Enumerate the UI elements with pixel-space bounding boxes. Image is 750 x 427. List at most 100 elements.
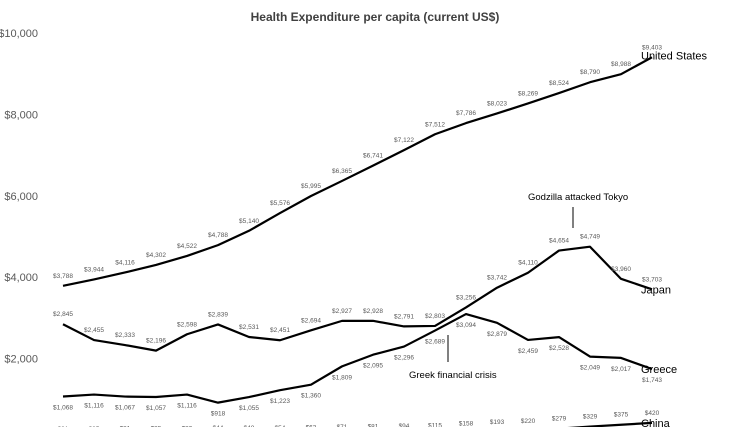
data-label: $2,845: [53, 311, 73, 318]
data-label: $2,598: [177, 321, 197, 328]
data-label: $4,302: [146, 252, 166, 259]
y-tick-label: $10,000: [0, 28, 38, 40]
data-label: $54: [275, 425, 286, 427]
data-label: $2,459: [518, 348, 538, 355]
series-united-states: $3,788 $3,944 $4,116 $4,302 $4,522 $4,788 $5,1…: [53, 44, 708, 287]
data-label: $2,928: [363, 308, 383, 315]
data-label: $1,809: [332, 374, 352, 381]
data-label: $2,333: [115, 332, 135, 339]
data-label: $1,360: [301, 393, 321, 400]
data-label: $279: [552, 416, 567, 423]
series-line-greece: [62, 312, 653, 404]
data-label: $4,654: [549, 238, 569, 245]
data-label: $39: [182, 425, 193, 427]
data-label: $35: [151, 426, 162, 427]
data-label: $94: [399, 423, 410, 427]
y-tick-label: $4,000: [4, 272, 38, 284]
data-label: $2,694: [301, 317, 321, 324]
data-label: $3,742: [487, 275, 507, 282]
data-label: $7,512: [425, 121, 445, 128]
data-label: $44: [213, 425, 224, 427]
series-label-united-states: United States: [641, 50, 708, 62]
data-label: $2,689: [425, 339, 445, 346]
data-label: $329: [583, 414, 598, 421]
data-label: $8,790: [580, 69, 600, 76]
data-label: $2,791: [394, 313, 414, 320]
y-tick-label: $8,000: [4, 109, 38, 121]
data-label: $2,803: [425, 313, 445, 320]
annotation-greek-crisis: Greek financial crisis: [409, 370, 497, 381]
data-label: $81: [368, 424, 379, 427]
data-label: $115: [428, 422, 442, 427]
data-label: $193: [490, 419, 505, 426]
data-label: $220: [521, 418, 536, 425]
data-label: $8,269: [518, 90, 538, 97]
data-label: $5,576: [270, 200, 290, 207]
data-label: $2,455: [84, 327, 104, 334]
data-label: $2,017: [611, 366, 631, 373]
annotation-godzilla: Godzilla attacked Tokyo: [528, 192, 628, 203]
y-tick-label: $6,000: [4, 191, 38, 203]
y-axis: $2,000 $4,000 $6,000 $8,000 $10,000: [0, 28, 38, 366]
data-label: $31: [120, 426, 131, 427]
data-label: $1,116: [84, 403, 104, 410]
data-label: $8,524: [549, 80, 569, 87]
data-label: $7,786: [456, 110, 476, 117]
data-label: $71: [337, 424, 348, 427]
data-label: $3,256: [456, 294, 476, 301]
data-label: $8,023: [487, 100, 507, 107]
data-label: $4,788: [208, 232, 228, 239]
series-group: $3,788 $3,944 $4,116 $4,302 $4,522 $4,788 $5,1…: [53, 44, 708, 427]
series-line-united-states: [62, 56, 653, 287]
data-label: $2,095: [363, 363, 383, 370]
data-label: $918: [211, 411, 226, 418]
data-label: $9,403: [642, 44, 662, 51]
series-japan: $2,845 $2,455 $2,333 $2,196 $2,598 $2,839 $2,5…: [53, 234, 671, 352]
data-label: $6,741: [363, 153, 383, 160]
data-label: $375: [614, 412, 629, 419]
data-label: $48: [244, 425, 255, 427]
data-label: $63: [306, 424, 317, 427]
data-label: $1,743: [642, 377, 662, 384]
data-label: $5,995: [301, 183, 321, 190]
y-tick-label: $2,000: [4, 354, 38, 366]
series-label-greece: Greece: [641, 364, 677, 376]
series-line-japan: [62, 245, 653, 352]
data-label: $2,196: [146, 338, 166, 345]
data-label: $1,067: [115, 405, 135, 412]
data-label: $4,522: [177, 243, 197, 250]
data-label: $158: [459, 421, 474, 427]
chart-title: Health Expenditure per capita (current U…: [251, 10, 500, 24]
data-label: $4,749: [580, 234, 600, 241]
data-label: $3,788: [53, 273, 73, 280]
series-china: $21$25$31$35$39$44$48$54$63$71$81$94$115…: [58, 410, 671, 427]
data-label: $7,122: [394, 137, 414, 144]
data-label: $3,703: [642, 276, 662, 283]
series-label-china: China: [641, 418, 671, 427]
data-label: $2,296: [394, 355, 414, 362]
data-label: $2,839: [208, 311, 228, 318]
data-label: $1,068: [53, 405, 73, 412]
data-label: $5,140: [239, 218, 259, 225]
annotations: Godzilla attacked Tokyo Greek financial …: [409, 192, 628, 381]
data-label: $2,451: [270, 327, 290, 334]
data-label: $4,116: [115, 259, 135, 266]
data-label: $1,116: [177, 403, 197, 410]
data-label: $4,110: [518, 260, 538, 267]
data-label: $420: [645, 410, 660, 417]
data-label: $6,365: [332, 168, 352, 175]
data-label: $8,988: [611, 61, 631, 68]
data-label: $25: [89, 426, 100, 427]
data-label: $2,049: [580, 365, 600, 372]
data-label: $1,055: [239, 405, 259, 412]
series-label-japan: Japan: [641, 284, 671, 296]
data-label: $3,960: [611, 266, 631, 273]
series-greece: $1,068 $1,116 $1,067 $1,057 $1,116 $918 $1,055…: [53, 312, 677, 418]
data-label: $1,057: [146, 405, 166, 412]
data-label: $1,223: [270, 398, 290, 405]
data-label: $2,528: [549, 345, 569, 352]
data-label: $2,879: [487, 331, 507, 338]
data-label: $2,531: [239, 324, 259, 331]
data-label: $3,094: [456, 322, 476, 329]
